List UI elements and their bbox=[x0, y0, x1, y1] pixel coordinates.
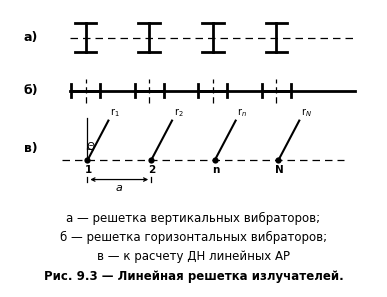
Text: n: n bbox=[212, 165, 219, 175]
Text: б): б) bbox=[24, 84, 38, 97]
Text: а — решетка вертикальных вибраторов;: а — решетка вертикальных вибраторов; bbox=[67, 212, 320, 225]
Text: в — к расчету ДН линейных АР: в — к расчету ДН линейных АР bbox=[97, 250, 290, 263]
Text: a: a bbox=[116, 183, 123, 193]
Text: Рис. 9.3 — Линейная решетка излучателей.: Рис. 9.3 — Линейная решетка излучателей. bbox=[44, 270, 343, 283]
Text: 1: 1 bbox=[85, 165, 92, 175]
Text: r$_N$: r$_N$ bbox=[301, 106, 312, 119]
Text: $\Theta$: $\Theta$ bbox=[86, 140, 96, 152]
Text: а): а) bbox=[24, 31, 38, 44]
Text: в): в) bbox=[24, 142, 38, 155]
Text: N: N bbox=[275, 165, 284, 175]
Text: r$_n$: r$_n$ bbox=[237, 106, 247, 119]
Text: б — решетка горизонтальных вибраторов;: б — решетка горизонтальных вибраторов; bbox=[60, 231, 327, 244]
Text: r$_2$: r$_2$ bbox=[174, 106, 183, 119]
Text: 2: 2 bbox=[149, 165, 156, 175]
Text: r$_1$: r$_1$ bbox=[110, 106, 120, 119]
